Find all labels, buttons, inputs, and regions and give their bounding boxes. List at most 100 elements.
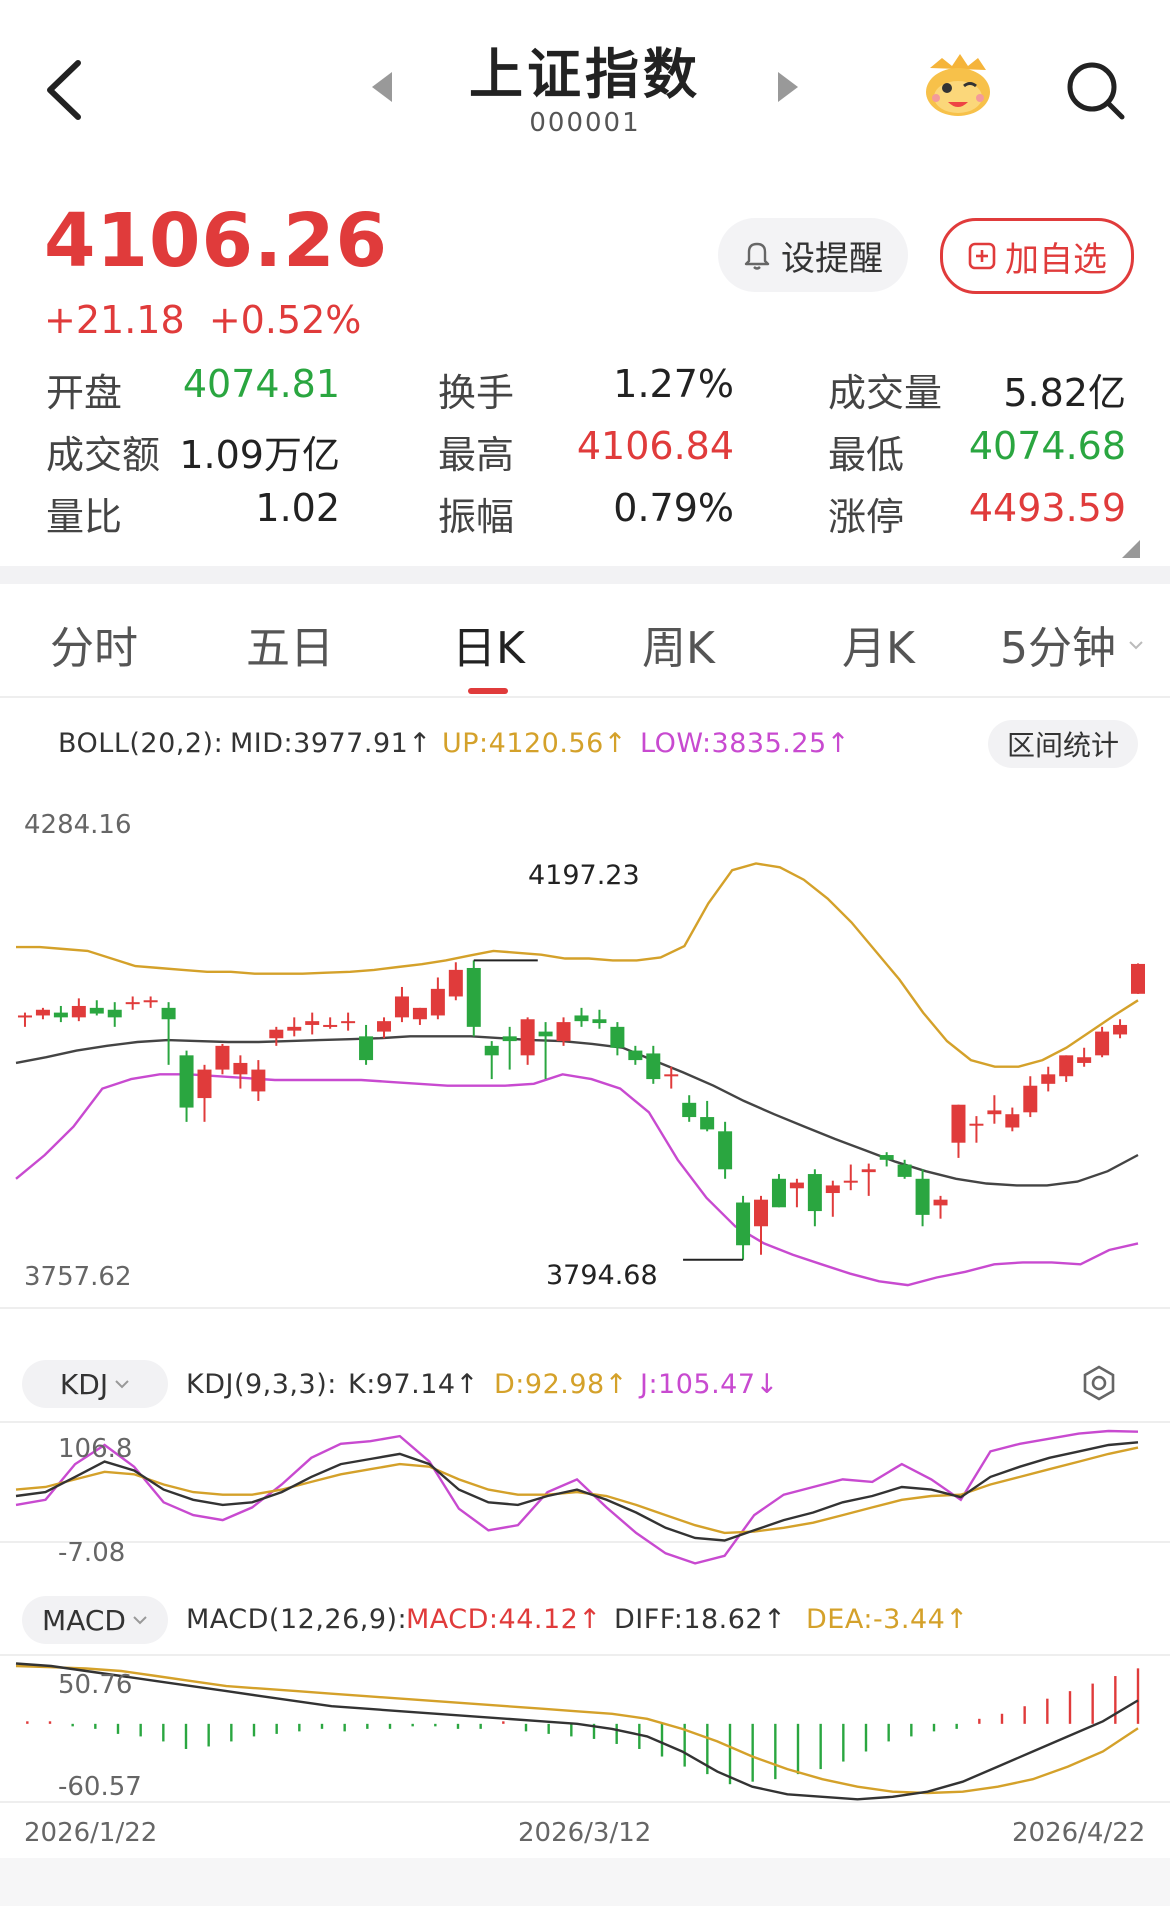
candle-body — [915, 1178, 930, 1215]
chevron-down-icon[interactable] — [1128, 640, 1144, 650]
candle-body — [754, 1199, 769, 1227]
candle-body — [359, 1036, 374, 1061]
stat-value: 4106.84 — [576, 424, 734, 468]
price-axis-max: 4284.16 — [24, 810, 132, 840]
macd-value: MACD:44.12↑ — [406, 1604, 602, 1635]
candle-body — [430, 988, 445, 1016]
change-percent: +0.52% — [208, 298, 362, 342]
candle-body — [1005, 1114, 1020, 1128]
stat-value: 0.79% — [613, 486, 734, 530]
prev-stock-icon[interactable] — [370, 70, 394, 104]
page-title: 上证指数 — [469, 43, 701, 106]
kdj-axis-max: 106.8 — [58, 1434, 133, 1464]
candle-body — [323, 1024, 338, 1027]
x-label-start: 2026/1/22 — [24, 1818, 158, 1848]
tab-5[interactable]: 5分钟 — [1000, 623, 1116, 674]
candle-body — [215, 1045, 230, 1070]
chevron-down-icon — [133, 1616, 147, 1625]
x-label-end: 2026/4/22 — [1012, 1818, 1146, 1848]
candle-body — [969, 1123, 984, 1126]
candle-body — [161, 1007, 176, 1020]
candle-body — [879, 1155, 894, 1160]
tab-4[interactable]: 月K — [842, 623, 915, 674]
stock-code: 000001 — [529, 108, 641, 138]
candle-body — [933, 1199, 948, 1206]
settings-icon[interactable] — [1080, 1364, 1118, 1402]
stat-label: 成交量 — [828, 371, 943, 415]
candle-body — [53, 1012, 68, 1018]
stat-value: 5.82亿 — [1003, 371, 1126, 415]
stat-value: 4493.59 — [968, 486, 1126, 530]
candle-body — [1041, 1074, 1056, 1084]
kdj-j-line — [15, 1429, 1139, 1565]
boll-up-value: UP:4120.56 — [442, 728, 604, 759]
candle-body — [700, 1117, 715, 1130]
stat-label: 最低 — [828, 433, 905, 477]
candle-body — [233, 1062, 248, 1075]
candle-body — [1095, 1031, 1110, 1056]
candle-body — [394, 996, 409, 1018]
range-stats-button[interactable]: 区间统计 — [988, 720, 1138, 768]
stat-value: 1.27% — [613, 362, 734, 406]
tab-2[interactable]: 日K — [452, 623, 525, 674]
candle-body — [377, 1021, 392, 1032]
add-watchlist-button[interactable]: 加自选 — [940, 218, 1134, 294]
stat-label: 最高 — [438, 433, 515, 477]
candle-body — [35, 1009, 50, 1016]
change-amount: +21.18 — [44, 298, 185, 342]
kdj-k-value: K:97.14 — [348, 1369, 456, 1400]
active-tab-indicator — [468, 688, 508, 694]
stat-label: 换手 — [438, 371, 515, 415]
expand-corner-icon[interactable] — [1122, 540, 1140, 558]
candle-body — [1077, 1057, 1092, 1063]
mascot-icon[interactable] — [920, 50, 996, 120]
candle-body — [484, 1045, 499, 1056]
stat-label: 开盘 — [46, 371, 123, 415]
candle-body — [17, 1015, 32, 1018]
bell-icon — [744, 242, 770, 270]
stat-label: 振幅 — [438, 495, 515, 539]
macd-diff-line — [15, 1662, 1139, 1801]
kdj-selector[interactable]: KDJ — [22, 1360, 168, 1408]
candle-body — [1113, 1024, 1128, 1035]
price-axis-min: 3757.62 — [24, 1262, 132, 1292]
macd-dea-value: DEA:-3.44 — [806, 1604, 946, 1635]
boll-params: BOLL(20,2): — [58, 728, 224, 759]
tab-3[interactable]: 周K — [642, 623, 715, 674]
candle-body — [556, 1022, 571, 1042]
kdj-selector-label: KDJ — [59, 1367, 109, 1401]
macd-selector[interactable]: MACD — [22, 1596, 168, 1644]
tab-0[interactable]: 分时 — [50, 623, 138, 674]
candle-body — [107, 1009, 122, 1018]
candle-body — [987, 1110, 1002, 1115]
candle-body — [736, 1202, 751, 1246]
boll-low-value: LOW:3835.25 — [640, 728, 827, 759]
kdj-params: KDJ(9,3,3): — [186, 1369, 337, 1400]
candle-body — [143, 1000, 158, 1003]
candle-body — [628, 1050, 643, 1061]
set-reminder-button[interactable]: 设提醒 — [718, 218, 908, 292]
candle-body — [412, 1007, 427, 1020]
kdj-j: J:105.47↓ — [640, 1369, 779, 1400]
boll-up: UP:4120.56↑ — [442, 728, 627, 759]
candle-body — [592, 1019, 607, 1024]
macd-dea: DEA:-3.44↑ — [806, 1604, 969, 1635]
stat-value: 1.02 — [255, 486, 340, 530]
macd-dea-line — [15, 1664, 1139, 1795]
kdj-k-line — [15, 1441, 1139, 1542]
candle-body — [610, 1026, 625, 1048]
next-stock-icon[interactable] — [776, 70, 800, 104]
macd-axis-max: 50.76 — [58, 1670, 133, 1700]
price-change: +21.18 +0.52% — [44, 298, 361, 342]
section-divider — [0, 566, 1170, 584]
candle-body — [646, 1053, 661, 1080]
tab-1[interactable]: 五日 — [246, 623, 334, 674]
search-icon[interactable] — [1060, 55, 1130, 125]
kline-chart[interactable] — [0, 780, 1170, 1840]
back-arrow-icon[interactable] — [40, 55, 90, 125]
stat-label: 涨停 — [828, 495, 905, 539]
add-watchlist-label: 加自选 — [1005, 239, 1107, 280]
candle-body — [574, 1015, 589, 1022]
candle-body — [664, 1074, 679, 1077]
boll-low: LOW:3835.25↑ — [640, 728, 850, 759]
